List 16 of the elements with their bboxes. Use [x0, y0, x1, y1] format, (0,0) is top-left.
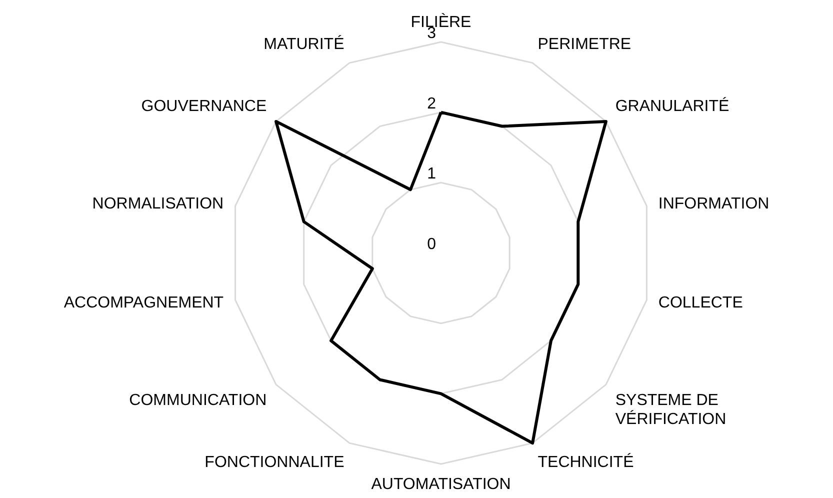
spoke-label: NORMALISATION — [92, 195, 224, 212]
spoke-label: MATURITÉ — [264, 35, 344, 54]
spoke-label: AUTOMATISATION — [371, 476, 511, 493]
y-tick-label: 1 — [427, 166, 436, 183]
y-tick-label: 0 — [427, 236, 436, 253]
spoke-label: COLLECTE — [658, 294, 743, 312]
spoke-label: PERIMETRE — [538, 36, 632, 54]
spoke-label: ACCOMPAGNEMENT — [64, 294, 224, 312]
spoke-label: COMMUNICATION — [129, 392, 267, 410]
spoke-label: INFORMATION — [658, 195, 770, 212]
spoke-label: GOUVERNANCE — [141, 98, 267, 115]
spoke-label: SYSTEME DE VÉRIFICATION — [615, 392, 726, 428]
spoke-label: TECHNICITÉ — [538, 452, 634, 471]
spoke-label: GRANULARITÉ — [615, 96, 730, 115]
spoke-label: FONCTIONNALITE — [204, 454, 344, 471]
y-tick-label: 2 — [427, 95, 436, 112]
